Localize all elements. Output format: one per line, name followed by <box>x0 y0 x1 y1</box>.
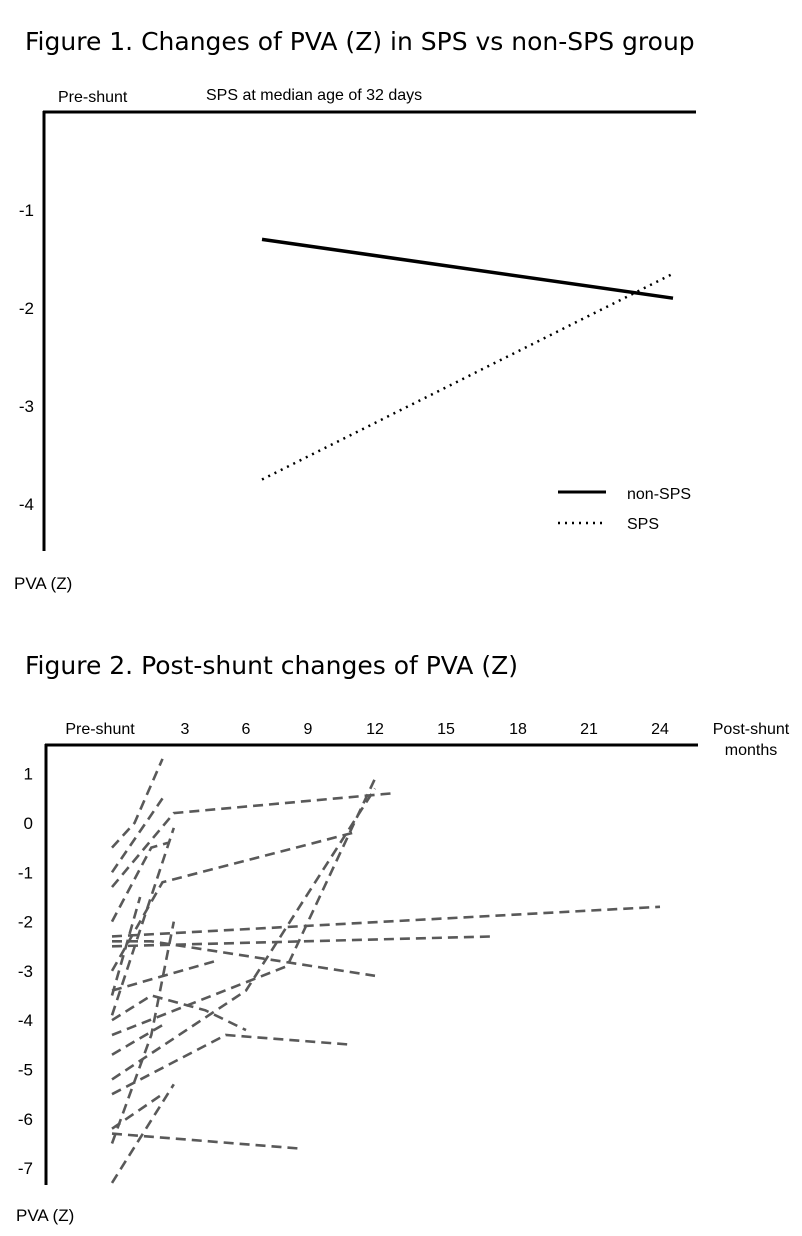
series-line-non-sps <box>261 237 674 300</box>
patient-series-line <box>111 959 216 992</box>
figure1-y-tick-label: -2 <box>19 299 34 318</box>
figure1-y-axis-label: PVA (Z) <box>14 574 72 593</box>
figure2-y-tick-label: -4 <box>18 1011 33 1030</box>
patient-series-line <box>111 1033 353 1096</box>
legend-sps-label: SPS <box>627 516 659 533</box>
patient-series-line <box>111 792 392 888</box>
patient-series-line <box>111 1132 298 1150</box>
patient-series-line <box>111 1023 164 1056</box>
patient-series-line <box>111 787 377 1081</box>
figure1-axes <box>42 110 696 551</box>
patient-series-line <box>112 939 376 978</box>
figure1-chart: Pre-shunt SPS at median age of 32 days -… <box>14 87 696 593</box>
patient-series-line <box>110 827 176 1016</box>
figure2-x-axis-label-line1: Post-shunt <box>713 721 790 738</box>
figure2-x-tick-label: 12 <box>366 721 384 738</box>
patient-series-line <box>111 778 377 1037</box>
figure1-sps-age-label: SPS at median age of 32 days <box>206 87 422 104</box>
figure2-axes <box>44 743 698 1185</box>
legend-non-sps-label: non-SPS <box>627 486 691 503</box>
patient-series-line <box>110 841 169 923</box>
figure2-y-tick-label: 1 <box>24 765 33 784</box>
figure1-y-tick-label: -4 <box>19 495 34 514</box>
figure1-y-tick-label: -1 <box>19 201 34 220</box>
figure2-x-tick-label: 18 <box>509 721 527 738</box>
figure2-y-tick-label: -6 <box>18 1110 33 1129</box>
figure2-y-tick-label: -2 <box>18 913 33 932</box>
figure2-y-tick-label: -3 <box>18 962 33 981</box>
patient-series-line <box>111 905 661 938</box>
figure1-y-ticks: -1 -2 -3 -4 <box>19 201 34 514</box>
figure2-y-tick-label: 0 <box>24 814 33 833</box>
patient-series-line <box>111 1093 164 1130</box>
figure2-y-axis-label: PVA (Z) <box>16 1206 74 1225</box>
figure1-title: Figure 1. Changes of PVA (Z) in SPS vs n… <box>25 27 695 56</box>
figure1-series <box>261 237 674 481</box>
figure2-x-axis-label-line2: months <box>725 742 777 759</box>
patient-series-line <box>111 994 247 1032</box>
figure2-y-tick-label: -1 <box>18 863 33 882</box>
patient-series-line <box>111 758 164 849</box>
figure2-x-tick-label: 3 <box>181 721 190 738</box>
patient-series-line <box>110 1083 175 1184</box>
figure2-y-tick-label: -5 <box>18 1061 33 1080</box>
figure1-preshunt-label: Pre-shunt <box>58 89 128 106</box>
figure1-y-tick-label: -3 <box>19 397 34 416</box>
figure2-x-tick-label: 15 <box>437 721 455 738</box>
figure2-x-tick-label: 24 <box>651 721 669 738</box>
patient-series-line <box>110 921 176 1144</box>
patient-series-line <box>110 896 142 996</box>
figure2-series <box>110 758 661 1184</box>
figure2-y-ticks: 1 0 -1 -2 -3 -4 -5 -6 -7 <box>18 765 33 1178</box>
figure2-x-tick-label: 21 <box>580 721 598 738</box>
figure2-x-tick-label: 6 <box>242 721 251 738</box>
figure2-x-tick-label: Pre-shunt <box>65 721 135 738</box>
figure2-x-ticks: Pre-shunt 3 6 9 12 15 18 21 24 <box>65 721 669 738</box>
figure2-y-tick-label: -7 <box>18 1159 33 1178</box>
figure1-legend: non-SPS SPS <box>558 486 691 533</box>
figure2-title: Figure 2. Post-shunt changes of PVA (Z) <box>25 651 518 680</box>
figure2-x-tick-label: 9 <box>304 721 313 738</box>
